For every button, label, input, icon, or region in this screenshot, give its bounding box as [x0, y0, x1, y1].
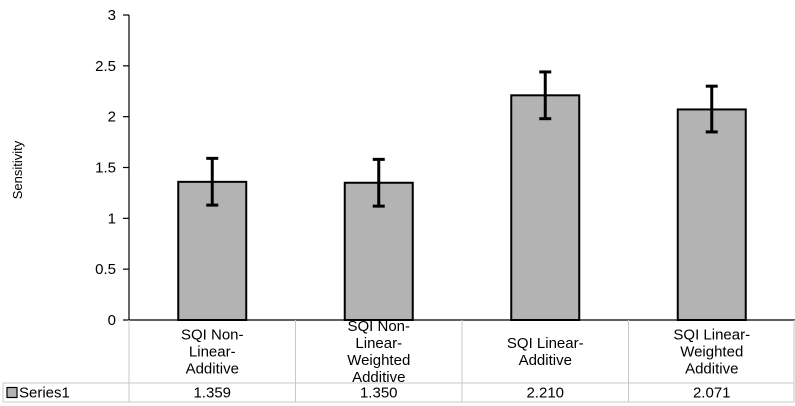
- y-axis: 0 0.5 1 1.5 2 2.5 3: [95, 7, 130, 329]
- legend-series-name: Series1: [19, 385, 70, 402]
- data-label: 2.210: [526, 385, 564, 402]
- data-label: 2.071: [693, 385, 731, 402]
- category-label: Linear-: [355, 335, 402, 352]
- category-label: Linear-: [189, 344, 236, 361]
- bars: [177, 94, 747, 321]
- error-bars: [206, 70, 718, 208]
- y-axis-label: Sensitivity: [10, 140, 25, 199]
- category-label: Additive: [519, 352, 572, 369]
- category-label: Additive: [352, 369, 405, 386]
- data-label: 1.359: [193, 385, 231, 402]
- category-label: Additive: [685, 361, 738, 378]
- category-label: SQI Non-: [181, 327, 244, 344]
- y-tick-label: 0.5: [95, 261, 116, 278]
- data-label: 1.350: [360, 385, 398, 402]
- y-tick-label: 1.5: [95, 160, 116, 177]
- y-tick-label: 0: [108, 312, 116, 329]
- y-tick-label: 2: [108, 109, 116, 126]
- category-label: Weighted: [347, 352, 410, 369]
- category-label: Weighted: [680, 344, 743, 361]
- category-label: SQI Linear-: [673, 327, 750, 344]
- bar: [510, 94, 581, 321]
- legend-swatch: [6, 386, 18, 399]
- y-tick-label: 3: [108, 7, 116, 24]
- y-tick-label: 2.5: [95, 58, 116, 75]
- category-label: Additive: [186, 361, 239, 378]
- y-tick-label: 1: [108, 210, 116, 227]
- category-label: SQI Non-: [347, 318, 410, 335]
- category-label: SQI Linear-: [507, 335, 584, 352]
- bar: [676, 108, 747, 321]
